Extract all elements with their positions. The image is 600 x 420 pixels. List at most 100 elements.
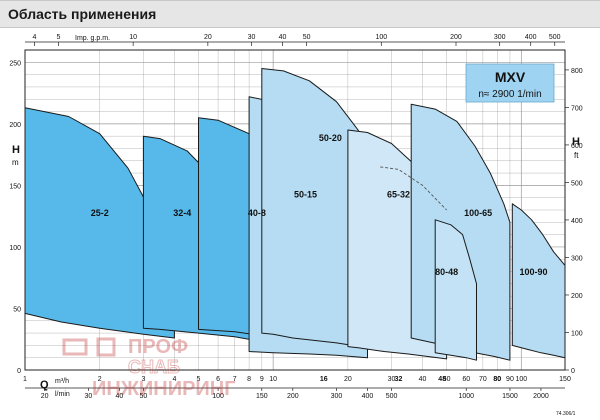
x-lmin-tick-label: 400: [362, 393, 374, 400]
x-gpm-tick-label: 200: [450, 34, 462, 41]
series-label-65-32: 65-32: [387, 190, 410, 200]
mxv-legend-box: MXV n≈ 2900 1/min: [465, 63, 555, 103]
series-label-50-20: 50-20: [319, 133, 342, 143]
x-lmin-tick-label: 1500: [502, 393, 518, 400]
x-m3h-tick-label: 60: [462, 376, 470, 383]
series-label-100-90: 100-90: [520, 267, 548, 277]
x-lmin-tick-label: 500: [386, 393, 398, 400]
x-m3h-tick-label: 3: [141, 376, 145, 383]
x-dn-tick-label: 48: [438, 376, 446, 383]
watermark: ПРОФ СНАБ ИНЖИНИРИНГ: [62, 336, 236, 400]
x-gpm-tick-label: 500: [549, 34, 561, 41]
x-m3h-tick-label: 5: [196, 376, 200, 383]
y-left-tick-label: 0: [17, 368, 21, 375]
mxv-title: MXV: [495, 69, 526, 85]
y-right-tick-label: 800: [571, 68, 583, 75]
y-right-tick-label: 0: [571, 368, 575, 375]
x-dn-tick-label: 32: [395, 376, 403, 383]
y-right-tick-label: 600: [571, 143, 583, 150]
x-m3h-tick-label: 1: [23, 376, 27, 383]
x-lmin-tick-label: 50: [139, 393, 147, 400]
x-gpm-tick-label: 40: [279, 34, 287, 41]
x-lmin-tick-label: 20: [41, 393, 49, 400]
x-m3h-tick-label: 7: [233, 376, 237, 383]
tick-labels: 0501001502002500100200300400500600700800…: [9, 34, 582, 400]
footnote: 74.306/1: [556, 411, 576, 417]
y-left-tick-label: 100: [9, 245, 21, 252]
mxv-speed: n≈ 2900 1/min: [478, 89, 541, 100]
x-m3h-tick-label: 2: [98, 376, 102, 383]
x-lmin-tick-label: 100: [212, 393, 224, 400]
x-gpm-tick-label: 300: [494, 34, 506, 41]
watermark-text-1b: СНАБ: [128, 357, 180, 377]
y-right-tick-label: 700: [571, 105, 583, 112]
y-right-tick-label: 500: [571, 180, 583, 187]
x-lmin-tick-label: 30: [84, 393, 92, 400]
dashed-curve: [380, 166, 447, 211]
x-bottom-unit-lmin: l/min: [55, 391, 70, 398]
x-gpm-tick-label: 50: [303, 34, 311, 41]
y-right-tick-label: 100: [571, 330, 583, 337]
x-gpm-tick-label: 5: [56, 34, 60, 41]
x-lmin-tick-label: 300: [331, 393, 343, 400]
section-title: Область применения: [8, 6, 157, 22]
series-label-100-65: 100-65: [464, 208, 492, 218]
x-dn-tick-label: 80: [493, 376, 501, 383]
x-m3h-tick-label: 90: [506, 376, 514, 383]
y-left-label: H: [12, 144, 20, 156]
x-lmin-tick-label: 40: [115, 393, 123, 400]
y-left-tick-label: 200: [9, 122, 21, 129]
x-lmin-tick-label: 1000: [458, 393, 474, 400]
x-m3h-tick-label: 50: [443, 376, 451, 383]
series-label-40-8: 40-8: [248, 208, 266, 218]
x-gpm-tick-label: 400: [525, 34, 537, 41]
x-m3h-tick-label: 40: [419, 376, 427, 383]
dashed-curves: [380, 166, 447, 211]
series-labels: 25-2 32-4 40-8 50-15 50-20 65-32 100-65 80-48 10…: [91, 133, 548, 277]
x-lmin-tick-label: 2000: [533, 393, 549, 400]
x-m3h-tick-label: 30: [388, 376, 396, 383]
x-gpm-tick-label: 100: [375, 34, 387, 41]
model-regions: [24, 68, 566, 361]
x-m3h-tick-label: 9: [260, 376, 264, 383]
y-left-tick-label: 150: [9, 183, 21, 190]
section-header: Область применения: [0, 0, 600, 28]
x-m3h-tick-label: 80: [493, 376, 501, 383]
series-label-32-4: 32-4: [173, 208, 191, 218]
y-right-tick-label: 400: [571, 218, 583, 225]
x-gpm-tick-label: 4: [32, 34, 36, 41]
x-m3h-tick-label: 70: [479, 376, 487, 383]
x-lmin-tick-label: 200: [287, 393, 299, 400]
plot-border: [24, 49, 566, 371]
region-80-48: [434, 219, 477, 361]
plot-frame: [24, 41, 566, 389]
x-m3h-tick-label: 20: [344, 376, 352, 383]
x-dn-tick-label: 16: [320, 376, 328, 383]
y-left-unit: m: [12, 158, 19, 167]
x-gpm-tick-label: 20: [204, 34, 212, 41]
x-m3h-tick-label: 6: [216, 376, 220, 383]
x-m3h-tick-label: 10: [269, 376, 277, 383]
x-bottom-unit-m3h: m³/h: [55, 378, 69, 385]
y-right-tick-label: 300: [571, 255, 583, 262]
x-top-label: Imp. g.p.m.: [75, 35, 110, 42]
x-m3h-tick-label: 8: [247, 376, 251, 383]
y-left-tick-label: 250: [9, 60, 21, 67]
watermark-text-2: ИНЖИНИРИНГ: [92, 378, 236, 400]
series-label-80-48: 80-48: [435, 267, 458, 277]
series-label-25-2: 25-2: [91, 208, 109, 218]
region-100-90: [511, 203, 566, 359]
x-lmin-tick-label: 150: [256, 393, 268, 400]
x-m3h-tick-label: 100: [515, 376, 527, 383]
y-right-label: H: [572, 136, 580, 148]
x-bottom-label: Q: [40, 379, 49, 391]
y-right-unit: ft: [574, 151, 579, 160]
y-left-tick-label: 50: [13, 306, 21, 313]
watermark-text-1: ПРОФ: [128, 336, 188, 358]
x-m3h-tick-label: 150: [559, 376, 571, 383]
x-m3h-tick-label: 4: [172, 376, 176, 383]
x-gpm-tick-label: 10: [129, 34, 137, 41]
y-right-tick-label: 200: [571, 293, 583, 300]
x-gpm-tick-label: 30: [248, 34, 256, 41]
